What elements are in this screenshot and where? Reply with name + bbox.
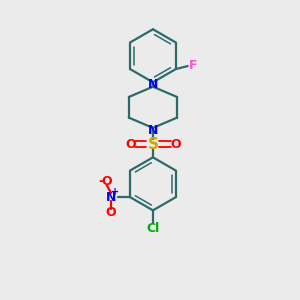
Text: O: O — [106, 206, 116, 219]
Text: O: O — [125, 138, 136, 151]
Text: +: + — [111, 187, 119, 197]
Text: O: O — [101, 175, 112, 188]
Text: Cl: Cl — [146, 222, 160, 235]
Text: O: O — [170, 138, 181, 151]
Text: S: S — [147, 136, 158, 152]
Text: -: - — [99, 174, 104, 188]
Text: N: N — [106, 190, 116, 204]
Text: F: F — [189, 59, 197, 72]
Text: N: N — [148, 124, 158, 137]
Text: N: N — [148, 78, 158, 91]
